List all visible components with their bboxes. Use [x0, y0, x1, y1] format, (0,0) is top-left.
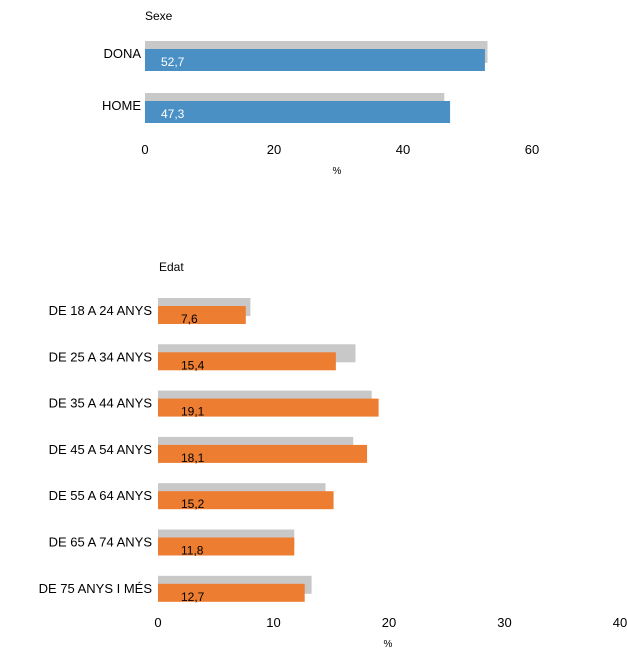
sexe-value-label: 52,7 [161, 55, 185, 69]
edat-value-label: 7,6 [181, 312, 198, 326]
sexe-category-label: DONA [103, 46, 141, 61]
edat-category-label: DE 18 A 24 ANYS [49, 303, 153, 318]
edat-x-tick-label: 10 [266, 615, 280, 630]
sexe-x-tick-label: 20 [267, 142, 281, 157]
edat-category-label: DE 75 ANYS I MÉS [39, 581, 153, 596]
edat-category-label: DE 65 A 74 ANYS [49, 535, 153, 550]
edat-value-bar [158, 398, 379, 417]
edat-value-label: 19,1 [181, 405, 205, 419]
edat-category-label: DE 45 A 54 ANYS [49, 442, 153, 457]
sexe-x-axis-label: % [333, 166, 342, 177]
edat-category-label: DE 25 A 34 ANYS [49, 349, 153, 364]
edat-value-label: 12,7 [181, 590, 205, 604]
edat-value-bar [158, 583, 305, 602]
edat-x-axis-label: % [384, 639, 393, 649]
edat-category-label: DE 55 A 64 ANYS [49, 488, 153, 503]
edat-value-label: 11,8 [181, 544, 204, 558]
edat-x-tick-label: 40 [613, 615, 627, 630]
edat-value-label: 15,4 [181, 358, 205, 372]
edat-category-label: DE 35 A 44 ANYS [49, 396, 153, 411]
edat-value-bar [158, 444, 368, 463]
edat-value-bar [158, 352, 336, 371]
sexe-x-tick-label: 40 [396, 142, 410, 157]
edat-x-tick-label: 30 [497, 615, 511, 630]
edat-value-bar [158, 491, 334, 510]
sexe-chart: Sexe 52,7 47,3 DONA HOME 0 20 40 60 % [102, 9, 539, 177]
edat-x-tick-label: 0 [154, 615, 161, 630]
edat-value-label: 15,2 [181, 497, 205, 511]
edat-chart: Edat 7,6 15,4 19,1 18,1 15,2 11,8 12,7 DE 18 A… [39, 260, 627, 649]
edat-value-label: 18,1 [181, 451, 205, 465]
sexe-value-bar [145, 49, 485, 71]
sexe-x-tick-label: 60 [525, 142, 539, 157]
edat-value-bar [158, 537, 295, 556]
sexe-value-bar [145, 101, 451, 123]
edat-value-bar [158, 306, 246, 324]
sexe-category-label: HOME [102, 98, 141, 113]
sexe-chart-title: Sexe [145, 9, 173, 23]
sexe-value-label: 47,3 [161, 107, 185, 121]
edat-chart-title: Edat [159, 260, 184, 274]
sexe-x-tick-label: 0 [141, 142, 148, 157]
edat-x-tick-label: 20 [382, 615, 396, 630]
